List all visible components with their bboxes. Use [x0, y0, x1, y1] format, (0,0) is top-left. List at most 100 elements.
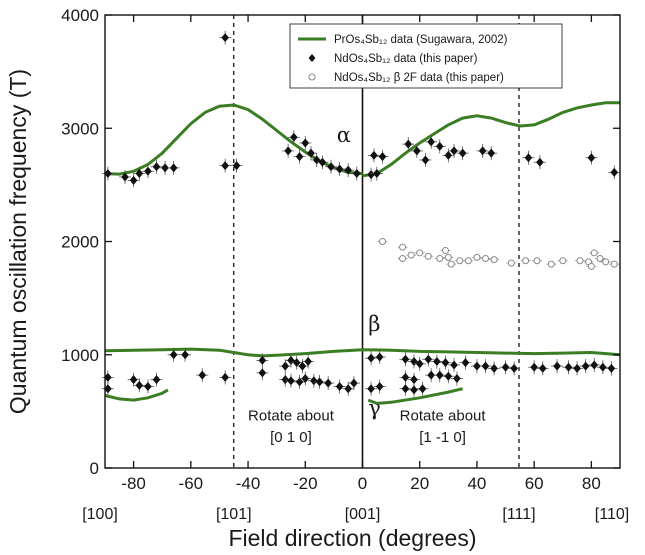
ndosb-point — [221, 372, 229, 382]
direction-label: [101] — [216, 506, 252, 523]
ndosb-point — [318, 157, 327, 167]
ndosb-point — [461, 358, 470, 368]
ndosb-point — [232, 161, 241, 171]
legend: PrOs₄Sb₁₂ data (Sugawara, 2002) NdOs₄Sb₁₂… — [289, 23, 563, 89]
direction-label: [111] — [502, 506, 535, 523]
ndosb-point — [444, 371, 453, 381]
ndosb-point — [418, 384, 427, 394]
ndosb-point — [350, 378, 358, 388]
ndosb-point — [198, 370, 207, 380]
y-tick-label: 0 — [90, 459, 99, 478]
beta-2f-point — [602, 258, 610, 266]
beta-2f-point — [447, 260, 455, 268]
ndosb-point — [290, 132, 298, 142]
ndosb-point — [129, 175, 138, 185]
ndosb-point — [367, 353, 375, 363]
rotation-annotation: Rotate about — [400, 407, 487, 424]
ndosb-point — [258, 355, 267, 365]
ndosb-point — [453, 374, 461, 384]
ndosb-point — [169, 350, 178, 360]
ndosb-point — [370, 150, 378, 160]
ndosb-point — [104, 384, 112, 394]
ndosb-point — [427, 137, 435, 147]
ndosb-point — [375, 352, 384, 362]
ndosb-point — [587, 153, 596, 163]
ndosb-point — [413, 146, 421, 156]
ndosb-point — [610, 167, 619, 177]
beta-2f-point — [436, 254, 444, 262]
ndosb-point — [295, 152, 304, 162]
ndosb-point — [530, 362, 538, 372]
legend-label: PrOs₄Sb₁₂ data (Sugawara, 2002) — [334, 34, 508, 46]
ndosb-point — [607, 363, 616, 373]
ndosb-point — [553, 361, 561, 371]
ndosb-point — [287, 376, 295, 386]
x-tick-label: -80 — [121, 474, 146, 493]
beta-2f-point — [533, 257, 541, 265]
ndosb-point — [281, 375, 290, 385]
legend-box — [289, 23, 563, 89]
ndosb-point — [287, 355, 295, 365]
ndosb-point — [435, 141, 444, 151]
x-tick-label: 80 — [582, 474, 601, 493]
beta-2f-point — [379, 238, 387, 245]
ndosb-point — [281, 361, 290, 371]
ndosb-point — [324, 378, 332, 388]
x-tick-label: 40 — [467, 474, 486, 493]
beta-2f-point — [522, 257, 530, 265]
ndosb-point — [564, 362, 573, 372]
annotation-layer: Rotate about [0 1 0] Rotate about [1 -1 0] α… — [248, 123, 486, 446]
branch-label: γ — [368, 396, 381, 420]
prosb-curve — [362, 101, 620, 178]
beta-2f-point — [441, 247, 449, 255]
legend-label: NdOs₄Sb₁₂ β 2F data (this paper) — [334, 72, 504, 84]
ndosb-point — [352, 169, 361, 179]
ndosb-point — [161, 163, 169, 173]
ndosb-point — [335, 381, 344, 391]
rotation-annotation: Rotate about — [248, 407, 335, 424]
ndosb-point — [573, 363, 581, 373]
ndosb-point — [487, 148, 496, 158]
ndosb-point — [410, 385, 418, 395]
beta-2f-point — [590, 249, 598, 257]
x-tick-label: 0 — [358, 474, 367, 493]
ndosb-point — [401, 354, 410, 364]
beta-2f-point — [559, 257, 567, 265]
ndosb-point — [301, 374, 310, 384]
beta-2f-point — [507, 259, 515, 267]
ndosb-point — [427, 370, 435, 380]
ndosb-point — [424, 354, 433, 364]
ndosb-point — [501, 362, 510, 372]
ndosb-point — [344, 165, 352, 175]
ndosb-point — [152, 375, 161, 385]
ndosb-point — [538, 363, 547, 373]
y-tick-label: 1000 — [61, 346, 99, 365]
ndosb-point — [144, 166, 152, 176]
beta-2f-point — [576, 257, 584, 265]
ndosb-point — [536, 157, 544, 167]
legend-diamond-swatch — [308, 54, 316, 62]
ndosb-point — [295, 377, 304, 387]
ndosb-point — [524, 153, 533, 163]
ndosb-point — [373, 169, 381, 179]
ndosb-point — [344, 384, 352, 394]
x-tick-label: -40 — [236, 474, 261, 493]
beta-2f-point — [399, 254, 407, 262]
x-axis-title: Field direction (degrees) — [228, 525, 476, 551]
vertical-reference-lines — [233, 15, 520, 468]
beta-2f-point — [399, 243, 407, 251]
y-axis-title: Quantum oscillation frequency (T) — [5, 69, 31, 414]
y-tick-label: 2000 — [61, 233, 99, 252]
ndosb-point — [135, 169, 144, 179]
y-tick-label: 4000 — [61, 6, 99, 25]
ndosb-point — [590, 360, 599, 370]
ndosb-point — [473, 361, 481, 371]
ndosb-point — [310, 376, 318, 386]
ndosb-point — [599, 362, 607, 372]
legend-label: NdOs₄Sb₁₂ data (this paper) — [334, 53, 478, 65]
ndosb-point — [304, 357, 312, 367]
ndosb-point — [284, 146, 292, 156]
x-tick-label: 60 — [525, 474, 544, 493]
beta-2f-point — [444, 253, 452, 261]
axes-layer: 0 1000 2000 3000 4000 -80 -60 -40 -20 0 20 40 60 80 [1… — [61, 6, 629, 523]
